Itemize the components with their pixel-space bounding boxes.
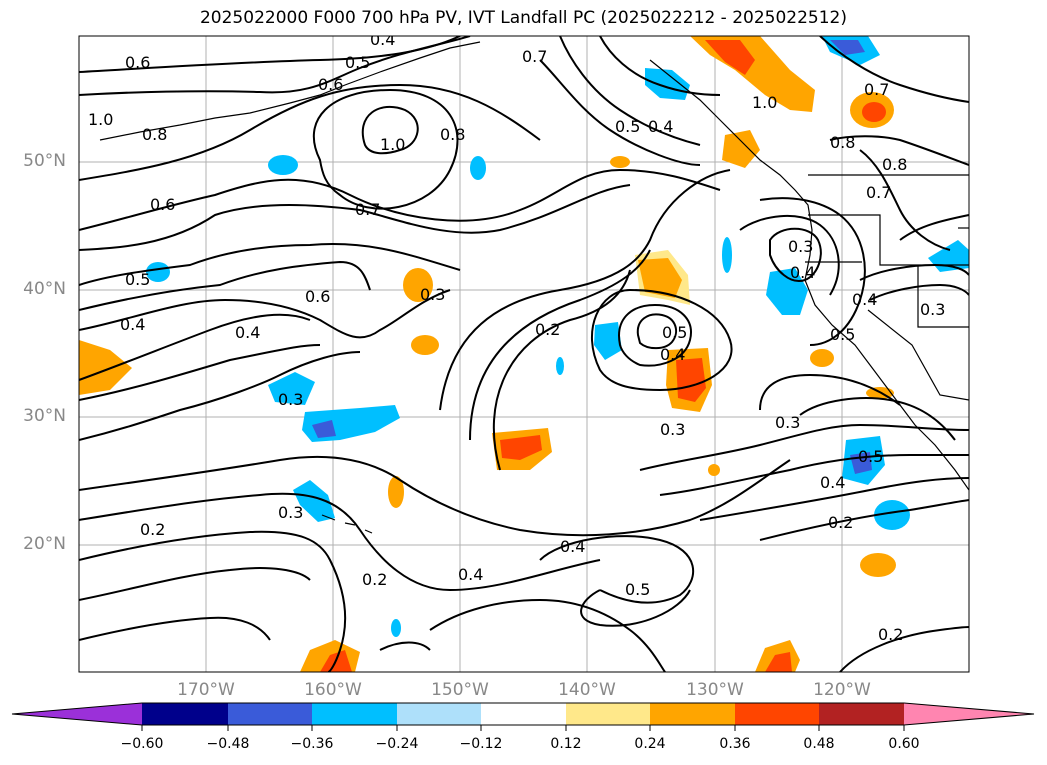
contour-label: 0.6 bbox=[305, 287, 330, 306]
colorbar-segment bbox=[142, 703, 228, 725]
contour-labels: 0.6 0.5 0.4 0.6 0.7 1.0 0.8 1.0 0.8 0.5 … bbox=[88, 30, 945, 644]
contour-label: 0.4 bbox=[648, 117, 673, 136]
contour-label: 0.7 bbox=[522, 47, 547, 66]
map-frame bbox=[78, 35, 970, 673]
colorbar-tick-label: −0.24 bbox=[375, 736, 419, 752]
contour-label: 0.3 bbox=[420, 285, 445, 304]
contour-label: 0.3 bbox=[660, 420, 685, 439]
contour-label: 0.4 bbox=[458, 565, 483, 584]
lat-label: 50°N bbox=[23, 151, 66, 171]
contour-label: 0.5 bbox=[615, 117, 640, 136]
contour-label: 1.0 bbox=[752, 93, 777, 112]
contour-label: 0.4 bbox=[235, 323, 260, 342]
contour-label: 0.3 bbox=[278, 503, 303, 522]
colorbar-tick-label: 0.48 bbox=[803, 736, 835, 752]
colorbar-tick-label: −0.12 bbox=[459, 736, 503, 752]
contour-label: 0.7 bbox=[864, 80, 889, 99]
contour-label: 0.4 bbox=[120, 315, 145, 334]
colorbar-tick-label: 0.24 bbox=[634, 736, 666, 752]
colorbar-segment bbox=[397, 703, 481, 725]
colorbar-segment bbox=[566, 703, 650, 725]
contour-label: 0.2 bbox=[878, 625, 903, 644]
contour-label: 0.2 bbox=[828, 513, 853, 532]
contour-label: 0.4 bbox=[560, 537, 585, 556]
lat-label: 30°N bbox=[23, 406, 66, 426]
contour-label: 0.4 bbox=[660, 345, 685, 364]
contour-label: 0.4 bbox=[820, 473, 845, 492]
lon-label: 120°W bbox=[813, 680, 871, 700]
contour-label: 0.5 bbox=[858, 447, 883, 466]
lat-label: 20°N bbox=[23, 534, 66, 554]
contour-label: 0.2 bbox=[362, 570, 387, 589]
contour-label: 0.5 bbox=[625, 580, 650, 599]
lon-label: 130°W bbox=[686, 680, 744, 700]
contour-label: 1.0 bbox=[380, 135, 405, 154]
map-title: 2025022000 F000 700 hPa PV, IVT Landfall… bbox=[199, 8, 847, 28]
colorbar-segment bbox=[312, 703, 397, 725]
contour-label: 0.6 bbox=[125, 53, 150, 72]
contour-label: 1.0 bbox=[88, 110, 113, 129]
colorbar-segment bbox=[735, 703, 819, 725]
colorbar-segment bbox=[819, 703, 904, 725]
lon-label: 140°W bbox=[558, 680, 616, 700]
contour-label: 0.7 bbox=[866, 183, 891, 202]
colorbar-extend-high bbox=[904, 703, 1034, 725]
contour-label: 0.4 bbox=[852, 290, 877, 309]
colorbar-tick-label: −0.60 bbox=[120, 736, 164, 752]
contour-label: 0.8 bbox=[440, 125, 465, 144]
map-background bbox=[79, 36, 969, 672]
gridlines bbox=[79, 36, 969, 672]
contour-label: 0.5 bbox=[830, 325, 855, 344]
colorbar-segment bbox=[481, 703, 566, 725]
contour-label: 0.2 bbox=[140, 520, 165, 539]
colorbar-tick-label: 0.36 bbox=[719, 736, 751, 752]
contour-label: 0.6 bbox=[150, 195, 175, 214]
contour-label: 0.3 bbox=[920, 300, 945, 319]
lon-label: 150°W bbox=[431, 680, 489, 700]
contour-label: 0.2 bbox=[535, 320, 560, 339]
contour-label: 0.5 bbox=[125, 270, 150, 289]
contour-label: 0.4 bbox=[790, 263, 815, 282]
contour-label: 0.6 bbox=[318, 75, 343, 94]
colorbar-tick-label: −0.36 bbox=[290, 736, 334, 752]
contour-label: 0.3 bbox=[788, 237, 813, 256]
contour-label: 0.5 bbox=[345, 53, 370, 72]
contour-label: 0.5 bbox=[662, 323, 687, 342]
lat-label: 40°N bbox=[23, 279, 66, 299]
shaded-anomalies bbox=[79, 36, 969, 672]
colorbar-segment bbox=[650, 703, 735, 725]
contour-label: 0.3 bbox=[278, 390, 303, 409]
contour-label: 0.8 bbox=[142, 125, 167, 144]
contour-label: 0.7 bbox=[355, 200, 380, 219]
colorbar bbox=[11, 702, 1035, 731]
pv-contours bbox=[79, 36, 969, 672]
contour-label: 0.4 bbox=[370, 30, 395, 49]
colorbar-extend-low bbox=[12, 703, 142, 725]
colorbar-tick-label: 0.60 bbox=[888, 736, 920, 752]
contour-label: 0.8 bbox=[882, 155, 907, 174]
colorbar-tick-label: 0.12 bbox=[550, 736, 582, 752]
lon-label: 170°W bbox=[177, 680, 235, 700]
colorbar-tick-label: −0.48 bbox=[206, 736, 250, 752]
lon-label: 160°W bbox=[304, 680, 362, 700]
contour-label: 0.3 bbox=[775, 413, 800, 432]
colorbar-segment bbox=[228, 703, 312, 725]
contour-label: 0.8 bbox=[830, 133, 855, 152]
